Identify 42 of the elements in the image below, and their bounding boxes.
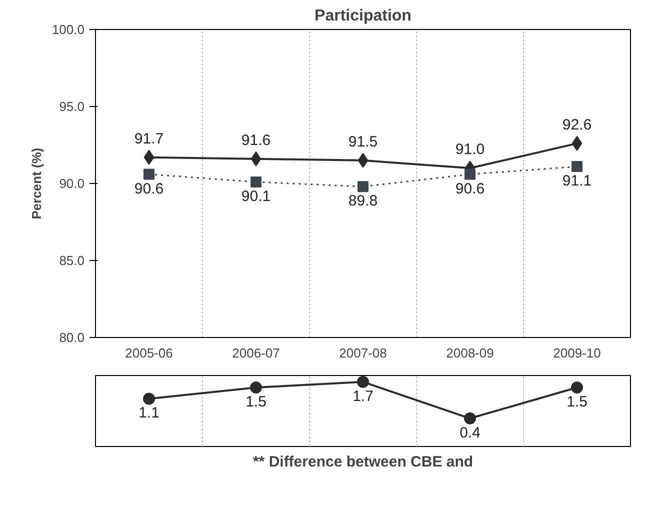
x-tick-label: 2005-06: [125, 346, 173, 360]
x-tick-label: 2008-09: [446, 346, 494, 360]
data-label: 0.4: [460, 424, 480, 442]
data-label: 91.6: [241, 132, 271, 149]
data-label: 91.1: [562, 172, 592, 190]
point: [358, 181, 368, 192]
data-label: 1.1: [138, 404, 160, 422]
x-tick-label: 2007-08: [339, 346, 387, 360]
x-tick-label: 2009-10: [553, 346, 601, 360]
point: [358, 152, 368, 168]
data-label: 90.6: [455, 180, 485, 198]
x-tick-label: 2006-07: [232, 346, 280, 360]
y-tick-label: 85.0: [59, 253, 85, 268]
data-label: 91.7: [134, 130, 164, 148]
point: [572, 136, 582, 151]
point: [572, 161, 582, 172]
data-label: 90.1: [241, 188, 271, 205]
point: [464, 412, 476, 424]
point: [571, 382, 583, 394]
point: [464, 168, 476, 180]
data-label: 1.5: [246, 394, 266, 411]
y-tick-label: 90.0: [59, 176, 85, 191]
point: [250, 382, 262, 394]
data-label: 1.7: [352, 388, 374, 405]
data-label: 92.6: [562, 116, 592, 134]
y-tick-label: 80.0: [59, 330, 85, 345]
point: [357, 376, 369, 388]
chart-title: Participation: [314, 8, 412, 24]
data-label: 91.5: [348, 133, 378, 150]
y-axis-title: Percent (%): [28, 148, 44, 220]
data-label: 1.5: [566, 394, 588, 411]
y-tick-label: 100.0: [52, 22, 85, 37]
text: ** Difference between CBE and: [252, 454, 474, 470]
point: [250, 176, 262, 188]
y-tick-label: 95.0: [59, 99, 85, 114]
point: [250, 151, 262, 166]
point: [144, 168, 154, 180]
point: [143, 392, 155, 405]
data-label: 91.0: [455, 141, 485, 158]
data-label: 90.6: [134, 180, 164, 198]
point: [144, 150, 154, 165]
data-label: 89.8: [348, 192, 378, 210]
